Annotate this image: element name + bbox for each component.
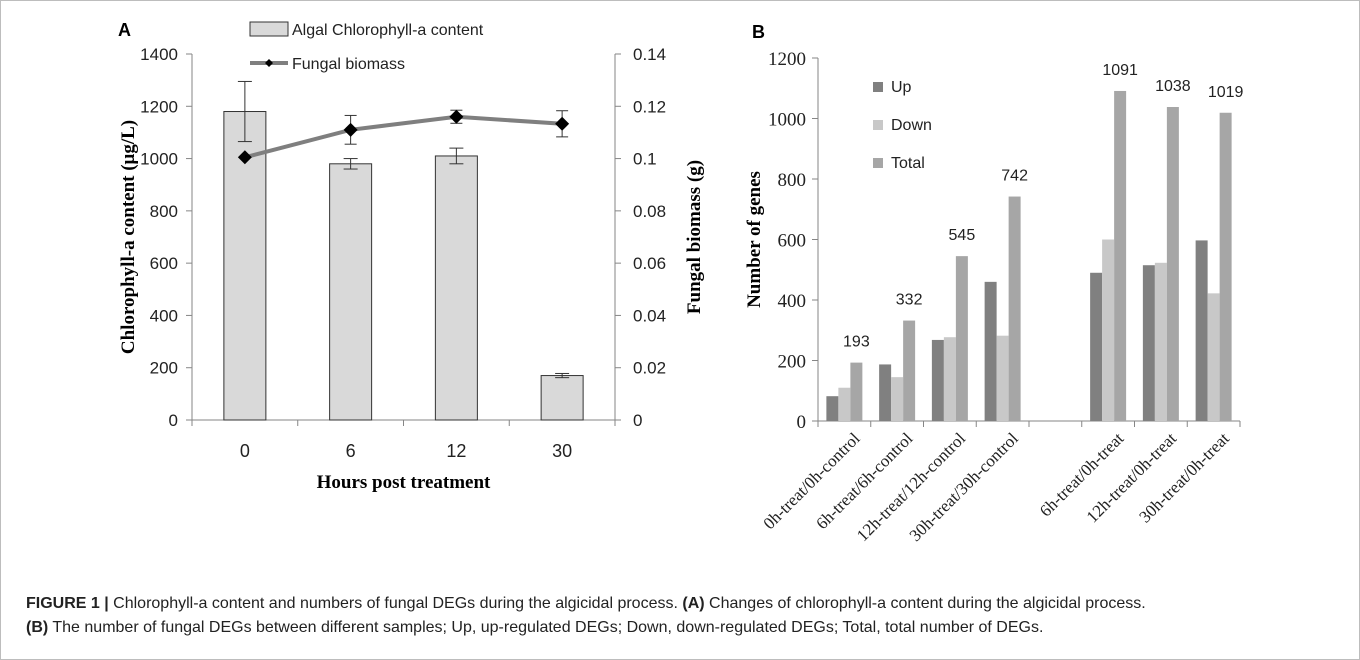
panel-b-y-axis-title: Number of genes: [744, 171, 765, 308]
panel-b-bar-total: [1166, 107, 1179, 421]
caption-a-text: Changes of chlorophyll-a content during …: [704, 595, 1146, 612]
figure-canvas: A020040060080010001200140000.020.040.060…: [118, 20, 1244, 545]
panel-a-legend-swatch-bar: [249, 21, 289, 37]
panel-b-y-tick-label: 400: [778, 291, 807, 312]
panel-a-line-marker: [555, 116, 570, 131]
panel-b-y-tick-label: 600: [778, 231, 807, 252]
panel-b-legend-label-total: Total: [891, 155, 925, 172]
panel-a-left-tick-label: 1000: [140, 150, 178, 169]
panel-b-total-data-label: 1091: [1102, 62, 1138, 79]
panel-a-left-tick-label: 0: [169, 411, 178, 430]
panel-a-right-tick-label: 0.14: [633, 45, 666, 64]
figure-caption: FIGURE 1 | Chlorophyll-a content and num…: [26, 592, 1336, 640]
panel-b-legend-label-down: Down: [891, 117, 932, 134]
panel-b-y-tick-label: 1000: [768, 110, 806, 131]
panel-a-x-axis-title: Hours post treatment: [317, 472, 491, 493]
panel-b-bar-down: [891, 377, 904, 421]
panel-a-right-tick-label: 0.04: [633, 306, 666, 325]
panel-b-total-data-label: 1019: [1208, 84, 1244, 101]
panel-b-x-tick-label: 30h-treat/0h-treat: [1135, 429, 1233, 527]
panel-b-bar-down: [1207, 293, 1220, 421]
panel-a-legend-marker: [265, 59, 273, 67]
panel-b-chart: B 0 200 400 600 800 1000 1200 193 0h-treat/0h-con…: [744, 22, 1244, 545]
panel-b-bar-up: [1142, 265, 1155, 421]
panel-a-right-tick-label: 0.02: [633, 359, 666, 378]
panel-b-total-data-label: 332: [896, 292, 923, 309]
panel-a-x-tick-label: 6: [346, 441, 356, 461]
caption-main-text: Chlorophyll-a content and numbers of fun…: [108, 595, 683, 612]
panel-b-bar-up: [879, 364, 892, 421]
panel-b-legend-swatch-down: [873, 120, 883, 130]
panel-a-line-marker: [343, 122, 358, 137]
panel-b-bar-total: [1219, 112, 1232, 421]
panel-a-right-tick-label: 0.1: [633, 150, 657, 169]
panel-b-y-tick-label: 1200: [768, 49, 806, 70]
panel-b-bar-up: [826, 396, 839, 421]
panel-a-x-tick-label: 30: [552, 441, 572, 461]
caption-a-label: (A): [682, 595, 705, 612]
panel-b-y-tick-label: 0: [797, 412, 807, 433]
panel-b-bar-total: [1114, 90, 1127, 421]
panel-b-bar-down: [1102, 239, 1115, 421]
panel-b-total-data-label: 545: [949, 227, 976, 244]
panel-b-bar-total: [955, 256, 968, 421]
panel-a-bar-chlorophyll: [540, 375, 584, 421]
panel-a-right-tick-label: 0: [633, 411, 642, 430]
panel-b-total-data-label: 193: [843, 334, 870, 351]
panel-a-left-axis-title: Chlorophyll-a content (μg/L): [118, 120, 139, 354]
panel-b-bar-up: [984, 281, 997, 421]
panel-a-left-tick-label: 800: [150, 202, 178, 221]
panel-b-y-tick-label: 800: [778, 170, 807, 191]
panel-a-legend-label-line: Fungal biomass: [292, 56, 405, 73]
panel-b-total-data-label: 742: [1001, 168, 1028, 185]
panel-a-bar-chlorophyll: [434, 155, 478, 421]
caption-b-text: The number of fungal DEGs between differ…: [48, 619, 1044, 636]
panel-a-line-marker: [449, 109, 464, 124]
panel-a-left-tick-label: 400: [150, 306, 178, 325]
panel-a-right-tick-label: 0.08: [633, 202, 666, 221]
panel-b-bar-total: [850, 362, 863, 421]
panel-a-line-fungal-biomass: [244, 114, 563, 160]
panel-b-bar-down: [838, 387, 851, 421]
caption-b-label: (B): [26, 619, 49, 636]
panel-b-x-tick-label: 0h-treat/0h-control: [759, 429, 863, 533]
panel-a-right-tick-label: 0.06: [633, 254, 666, 273]
panel-b-x-tick-label: 12h-treat/0h-treat: [1083, 429, 1181, 527]
panel-a-x-tick-label: 0: [240, 441, 250, 461]
panel-b-total-data-label: 1038: [1155, 78, 1191, 95]
panel-a-left-tick-label: 1200: [140, 97, 178, 116]
panel-a-legend-label-bar: Algal Chlorophyll-a content: [292, 22, 484, 39]
panel-b-legend-swatch-total: [873, 158, 883, 168]
panel-b-bar-total: [1008, 196, 1021, 421]
panel-a-left-tick-label: 600: [150, 254, 178, 273]
panel-a-bar-chlorophyll: [329, 163, 373, 421]
panel-a-left-tick-label: 1400: [140, 45, 178, 64]
panel-b-y-tick-label: 200: [778, 352, 807, 373]
panel-b-bar-up: [1195, 240, 1208, 421]
panel-b-bar-down: [943, 337, 956, 421]
panel-b-label: B: [752, 22, 765, 42]
panel-b-x-tick-label: 6h-treat/6h-control: [812, 429, 916, 533]
panel-b-bar-up: [1090, 272, 1103, 421]
panel-b-bar-total: [903, 320, 916, 421]
panel-a-right-axis-title: Fungal biomass (g): [684, 160, 705, 314]
panel-a-left-tick-label: 200: [150, 359, 178, 378]
panel-a-line-marker: [237, 150, 252, 165]
panel-b-bar-up: [931, 339, 944, 421]
panel-b-bar-down: [996, 335, 1009, 421]
panel-b-legend-swatch-up: [873, 82, 883, 92]
panel-a-x-tick-label: 12: [446, 441, 466, 461]
panel-a-right-tick-label: 0.12: [633, 97, 666, 116]
panel-a-chart: A 0 200 400 600 800 1000 1200 1400 0 0.02 0.04 0.06 0…: [118, 20, 705, 493]
panel-b-legend-label-up: Up: [891, 79, 912, 96]
panel-b-bar-down: [1154, 262, 1167, 421]
caption-figure-label: FIGURE 1 |: [26, 595, 109, 612]
panel-a-label: A: [118, 20, 131, 40]
